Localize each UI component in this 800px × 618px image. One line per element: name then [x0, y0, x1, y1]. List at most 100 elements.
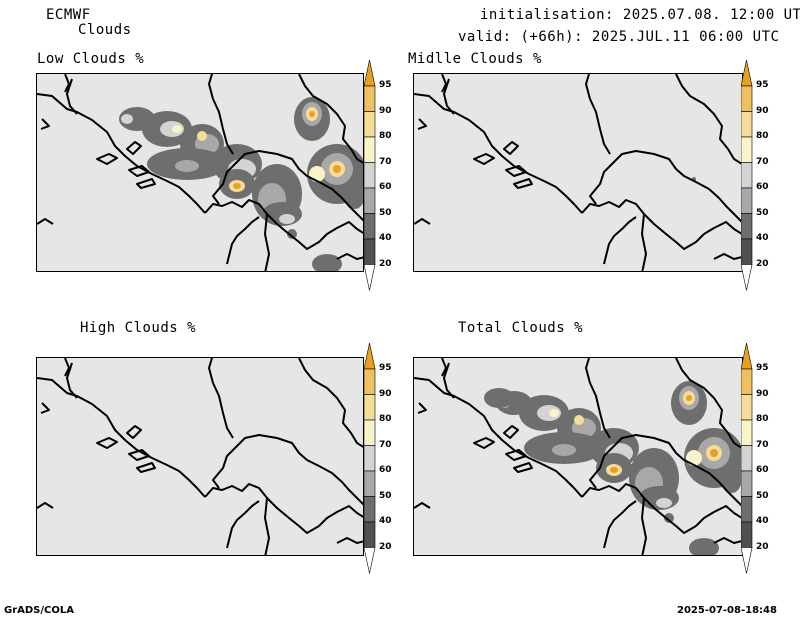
colorbar-segment [363, 521, 376, 548]
colorbar-tick-label: 80 [756, 414, 769, 424]
border-line [513, 178, 533, 189]
colorbar-tick-label: 70 [756, 439, 769, 450]
border-line [37, 93, 206, 214]
panel-title-total: Total Clouds % [458, 320, 584, 336]
border-line [37, 218, 54, 225]
colorbar-tick-label: 80 [379, 414, 392, 424]
border-line [336, 537, 363, 544]
border-line [136, 462, 156, 473]
colorbar-tick-label: 60 [379, 182, 392, 192]
border-line [581, 199, 677, 243]
colorbar-tick-label: 80 [379, 131, 392, 141]
border-line [675, 221, 742, 250]
border-line [441, 74, 447, 93]
border-line [513, 462, 533, 473]
border-line [264, 497, 270, 555]
border-line [641, 213, 647, 271]
colorbar-segment [740, 85, 753, 112]
colorbar-segment [363, 419, 376, 446]
border-line [126, 425, 142, 439]
colorbar-segment [740, 213, 753, 240]
cloud-contour [309, 111, 315, 117]
border-line [208, 358, 214, 384]
cloud-contour [345, 179, 363, 209]
border-line [212, 434, 363, 506]
cloud-contour [279, 214, 295, 224]
colorbar-tick-label: 80 [756, 131, 769, 141]
colorbar-tick-label: 70 [379, 439, 392, 450]
colorbar-segment [363, 136, 376, 163]
border-line [585, 358, 591, 384]
colorbar-graphic [363, 342, 376, 574]
cloud-contour [710, 449, 718, 457]
colorbar-segment [363, 162, 376, 189]
border-line [585, 74, 591, 100]
border-line [298, 74, 363, 164]
border-line [503, 141, 519, 155]
border-line [414, 502, 431, 509]
border-line [66, 362, 78, 399]
cloud-contour [664, 513, 674, 523]
colorbar-arrow-top [363, 342, 376, 370]
colorbar-tick-label: 70 [756, 156, 769, 167]
colorbar-segment [363, 111, 376, 138]
border-line [136, 178, 156, 189]
colorbar-tick-label: 40 [756, 516, 769, 526]
field-name: Clouds [78, 22, 132, 38]
cloud-contour [574, 415, 584, 425]
cloud-contour [287, 229, 297, 239]
cloud-contour [552, 444, 576, 456]
colorbar-tick-label: 20 [379, 541, 392, 552]
border-line [503, 425, 519, 439]
colorbar-segment [363, 187, 376, 214]
colorbar-low: 95 90 80 70 60 50 40 20 [363, 59, 404, 296]
border-line [641, 497, 647, 555]
border-line [589, 434, 742, 507]
colorbar-tick-label: 40 [379, 516, 392, 526]
cloud-contour [610, 467, 618, 473]
panel-title-middle: Midlle Clouds % [408, 51, 542, 67]
border-line [40, 118, 50, 130]
border-line [713, 253, 742, 260]
cloud-contour [197, 131, 207, 141]
colorbar-segment [740, 111, 753, 138]
colorbar-tick-label: 50 [379, 490, 392, 501]
cloud-contour [484, 388, 514, 408]
border-line [414, 93, 583, 214]
model-name: ECMWF [46, 7, 91, 23]
border-line [37, 502, 54, 509]
border-line [37, 377, 206, 498]
cloud-contour [233, 183, 241, 189]
cloud-contour [121, 114, 133, 124]
colorbar-segment [740, 496, 753, 523]
colorbar-graphic [363, 59, 376, 291]
border-line [64, 358, 70, 377]
border-line [208, 74, 214, 100]
colorbar-segment [740, 445, 753, 472]
colorbar-arrow-top [740, 342, 753, 370]
colorbar-tick-label: 60 [756, 465, 769, 475]
border-line [675, 505, 742, 534]
cloud-contour [686, 395, 692, 401]
valid-time: valid: (+66h): 2025.JUL.11 06:00 UTC [458, 29, 780, 45]
border-line [298, 505, 363, 534]
colorbar-tick-label: 95 [756, 80, 769, 90]
colorbar-segment [363, 368, 376, 395]
border-line [212, 150, 363, 222]
colorbar-tick-label: 90 [756, 105, 769, 116]
colorbar-segment [363, 470, 376, 497]
border-line [675, 358, 742, 449]
initialisation-time: initialisation: 2025.07.08. 12:00 UTC [480, 7, 800, 23]
colorbar-segment [740, 394, 753, 421]
colorbar-segment [740, 162, 753, 189]
colorbar-segment [740, 368, 753, 395]
border-line [589, 150, 742, 223]
colorbar-tick-label: 95 [379, 80, 392, 90]
colorbar-segment [740, 187, 753, 214]
border-line [96, 153, 118, 165]
border-line [336, 253, 363, 260]
border-line [473, 153, 495, 165]
colorbar-tick-label: 40 [379, 233, 392, 243]
colorbar-segment [740, 419, 753, 446]
border-line [581, 483, 677, 527]
